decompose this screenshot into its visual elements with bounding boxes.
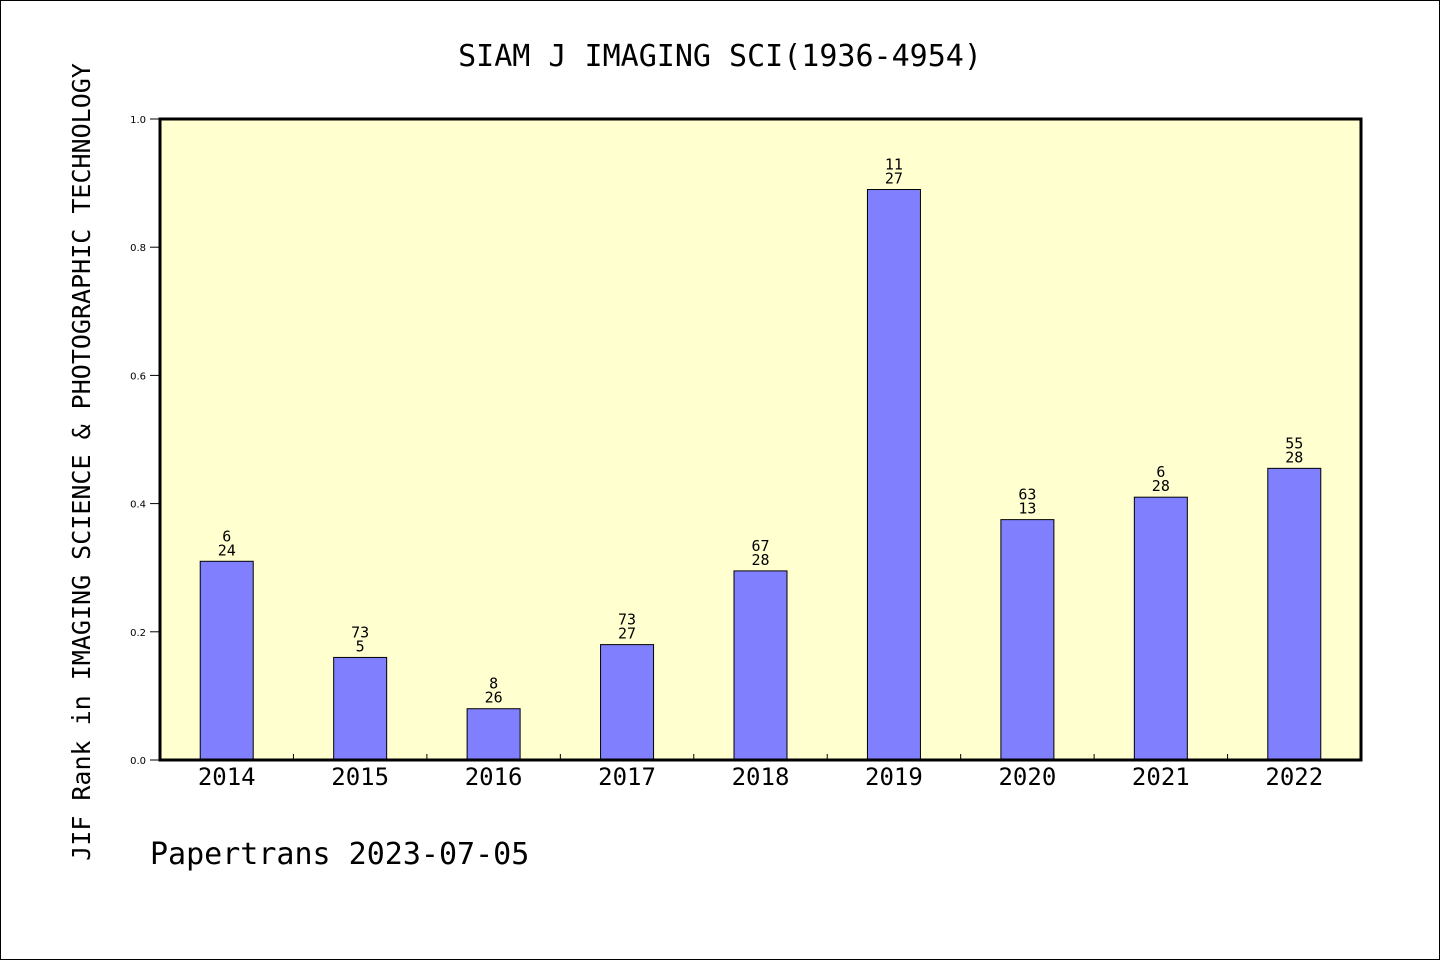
bar-label-rank-2021: 6 (1156, 463, 1165, 481)
bar-label-total-2019: 27 (885, 170, 903, 188)
bar-label-total-2018: 28 (751, 551, 769, 569)
footer-source-date: Papertrans 2023-07-05 (150, 837, 529, 872)
bar-2020 (1000, 519, 1055, 761)
y-axis-ticks: 0.0 0.2 0.4 0.6 0.8 1.0 (130, 115, 160, 767)
plot-border (158, 117, 1363, 762)
bar-label-rank-2016: 8 (489, 675, 498, 693)
bar-2015 (333, 656, 388, 761)
bar-label-rank-2018: 67 (751, 537, 769, 555)
bar-2016 (466, 708, 521, 761)
y-tick-label: 0.4 (130, 500, 146, 511)
x-tick-label-2020: 2020 (998, 763, 1056, 791)
bar-2018 (733, 570, 788, 761)
x-tick-label-2017: 2017 (598, 763, 656, 791)
y-tick-label: 0.8 (130, 243, 146, 254)
x-tick-label-2022: 2022 (1265, 763, 1323, 791)
bar-2019 (866, 189, 921, 761)
bar-2014 (199, 560, 254, 761)
bar-label-rank-2015: 73 (351, 623, 369, 641)
bar-label-total-2015: 5 (356, 637, 365, 655)
bar-2022 (1267, 467, 1322, 761)
bar-label-rank-2020: 63 (1018, 486, 1036, 504)
y-tick-label: 1.0 (130, 115, 146, 126)
chart-title: SIAM J IMAGING SCI(1936-4954) (458, 39, 982, 74)
bar-label-total-2021: 28 (1152, 477, 1170, 495)
x-tick-label-2014: 2014 (198, 763, 256, 791)
y-tick-label: 0.0 (130, 756, 146, 767)
bar-label-rank-2019: 11 (885, 156, 903, 174)
bar-label-rank-2014: 6 (222, 527, 231, 545)
bar-label-total-2022: 28 (1285, 448, 1303, 466)
x-tick-label-2015: 2015 (331, 763, 389, 791)
bar-label-total-2014: 24 (218, 541, 236, 559)
bar-2017 (600, 644, 655, 761)
bars (199, 189, 1322, 761)
y-tick-label: 0.2 (130, 628, 146, 639)
bar-label-rank-2022: 55 (1285, 434, 1303, 452)
y-axis-label: JIF Rank in IMAGING SCIENCE & PHOTOGRAPH… (67, 63, 96, 861)
bar-label-total-2017: 27 (618, 625, 636, 643)
x-axis-ticks: 2014 2015 2016 2017 2018 2019 2020 2021 2022 (198, 754, 1323, 791)
bar-label-total-2020: 13 (1018, 500, 1036, 518)
x-tick-label-2018: 2018 (732, 763, 790, 791)
x-tick-label-2016: 2016 (465, 763, 523, 791)
bar-2021 (1133, 496, 1188, 761)
bar-label-rank-2017: 73 (618, 611, 636, 629)
x-tick-label-2019: 2019 (865, 763, 923, 791)
x-tick-label-2021: 2021 (1132, 763, 1190, 791)
bar-label-total-2016: 26 (485, 689, 503, 707)
y-tick-label: 0.6 (130, 371, 146, 382)
